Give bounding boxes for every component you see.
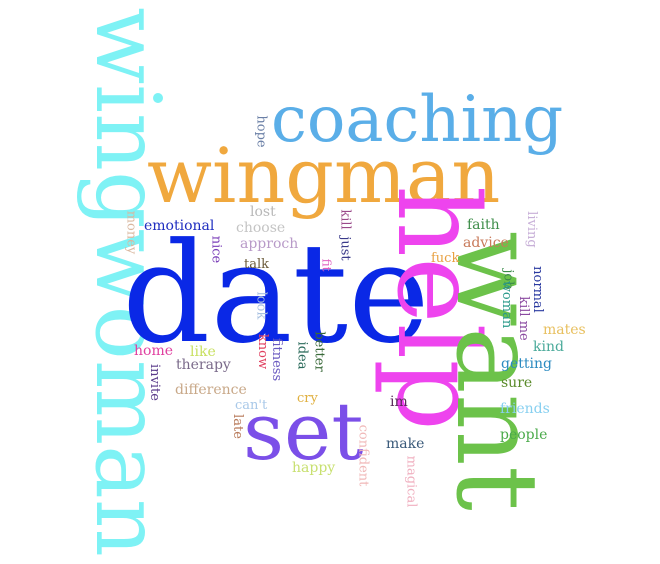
word-difference: difference xyxy=(175,382,247,398)
word-hope: hope xyxy=(253,115,269,148)
word-fitness: fitness xyxy=(269,337,285,382)
word-lost: lost xyxy=(250,204,276,220)
word-invite: invite xyxy=(146,364,162,401)
word-happy: happy xyxy=(292,460,336,476)
word-know: know xyxy=(255,333,271,370)
word-friends: friends xyxy=(500,401,550,417)
word-cant: can't xyxy=(235,398,268,413)
word-talk: talk xyxy=(244,257,270,272)
word-sure: sure xyxy=(501,375,533,391)
word-fit: fit xyxy=(319,258,334,272)
word-choose: choose xyxy=(236,220,286,236)
word-like: like xyxy=(190,344,216,360)
word-getting: getting xyxy=(501,356,552,372)
word-idea: idea xyxy=(294,341,310,370)
word-faith: faith xyxy=(467,217,500,233)
word-confident: confident xyxy=(355,424,371,487)
word-mates: mates xyxy=(543,322,586,338)
word-magical: magical xyxy=(403,455,419,508)
word-money: money xyxy=(123,210,139,255)
word-im: im xyxy=(390,394,408,410)
word-look: look xyxy=(253,291,269,320)
word-late: late xyxy=(229,414,245,439)
word-normal: normal xyxy=(529,266,545,313)
word-kill-me: kill me xyxy=(515,296,531,341)
word-just: just xyxy=(337,236,353,261)
word-emotional: emotional xyxy=(144,218,215,234)
word-woman: woman xyxy=(499,280,515,329)
word-nice: nice xyxy=(208,235,224,264)
word-kill: kill xyxy=(337,209,353,230)
word-approch: approch xyxy=(240,236,299,252)
word-coaching: coaching xyxy=(271,83,564,157)
word-date: date xyxy=(122,213,430,374)
word-kind: kind xyxy=(533,339,564,355)
word-advice: advice xyxy=(463,235,509,251)
word-wingman: wingman xyxy=(147,131,501,220)
word-people: people xyxy=(500,427,548,443)
word-cry: cry xyxy=(297,391,318,406)
word-therapy: therapy xyxy=(176,357,231,373)
word-living: living xyxy=(523,211,539,248)
word-home: home xyxy=(134,343,174,359)
word-set: set xyxy=(243,385,364,478)
word-better: better xyxy=(311,331,327,372)
word-make: make xyxy=(386,436,425,452)
word-fuck: fuck xyxy=(431,251,460,266)
